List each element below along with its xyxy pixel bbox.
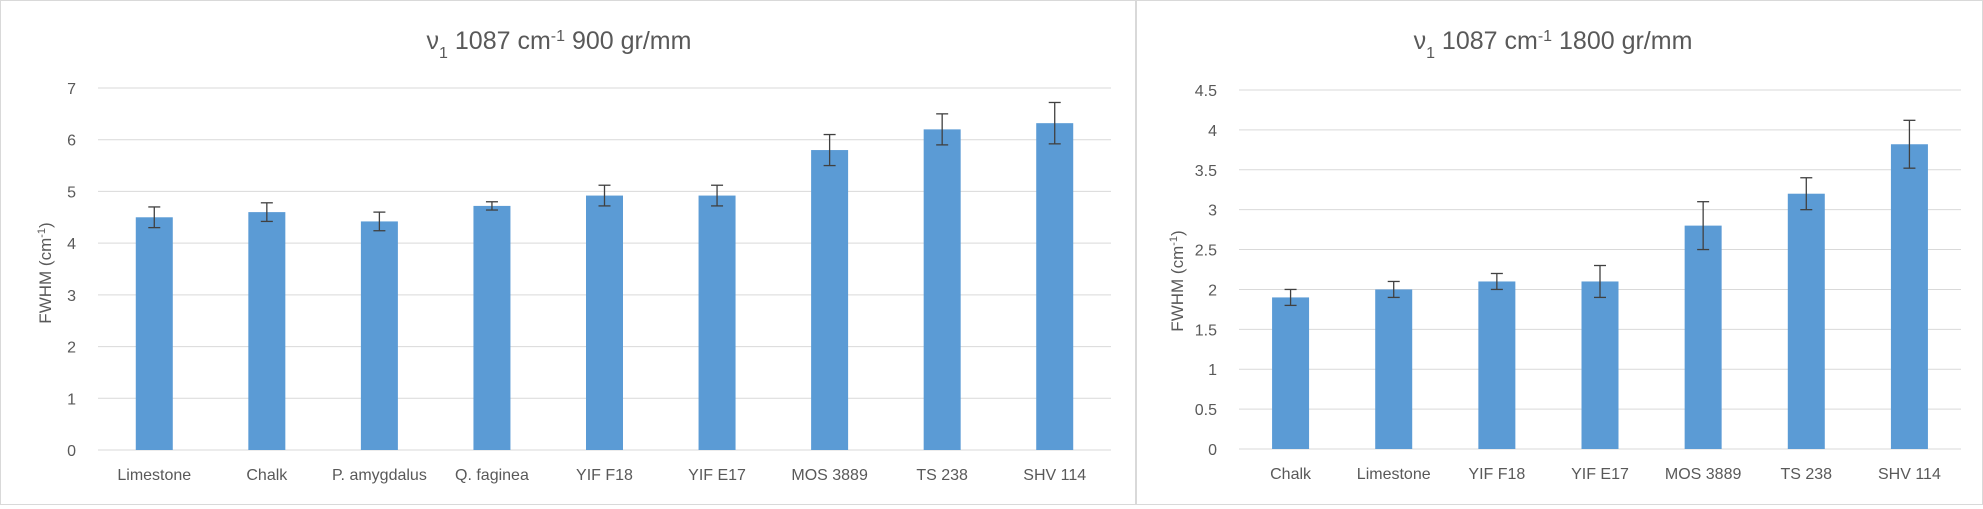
chart-title: ν1 1087 cm-1 1800 gr/mm	[1414, 27, 1693, 62]
chart-panel-1800: ν1 1087 cm-1 1800 gr/mm FWHM (cm-1) 0 0.5…	[1136, 0, 1983, 505]
x-tick-label: Limestone	[1357, 466, 1431, 483]
x-tick-label: TS 238	[916, 467, 968, 484]
bar	[1272, 297, 1310, 449]
bar	[360, 221, 398, 450]
bar	[1890, 144, 1928, 449]
y-axis-label: FWHM (cm-1)	[36, 222, 55, 323]
y-tick-label: 4	[67, 236, 76, 253]
bar	[1036, 123, 1074, 450]
bar	[1478, 281, 1516, 449]
bar	[1684, 225, 1722, 449]
bar	[1787, 193, 1825, 449]
y-tick-label: 1	[67, 391, 76, 408]
y-tick-label: 0.5	[1195, 402, 1217, 419]
y-tick-label: 0	[67, 443, 76, 460]
y-tick-label: 0	[1208, 442, 1217, 459]
x-tick-label: YIF F18	[1468, 466, 1525, 483]
x-tick-label: MOS 3889	[791, 467, 868, 484]
bar	[586, 195, 623, 450]
bar	[1375, 289, 1413, 449]
x-tick-label: Limestone	[117, 467, 191, 484]
x-tick-label: P. amygdalus	[332, 467, 427, 484]
x-tick-label: YIF E17	[1571, 466, 1629, 483]
bar	[698, 195, 736, 450]
x-tick-label: MOS 3889	[1665, 466, 1742, 483]
y-axis-label: FWHM (cm-1)	[1168, 230, 1187, 331]
y-tick-label: 2	[67, 340, 76, 357]
x-tick-label: SHV 114	[1878, 466, 1941, 483]
chart-title: ν1 1087 cm-1 900 gr/mm	[427, 27, 692, 62]
chart-1800-svg: ν1 1087 cm-1 1800 gr/mm FWHM (cm-1) 0 0.5…	[1168, 27, 1961, 483]
y-tick-label: 3	[1208, 203, 1217, 220]
x-tick-label: Chalk	[1270, 466, 1312, 483]
y-tick-label: 1	[1208, 362, 1217, 379]
y-tick-label: 4.5	[1195, 83, 1217, 100]
x-tick-label: YIF E17	[688, 467, 746, 484]
x-tick-label: YIF F18	[576, 467, 633, 484]
chart-panel-900: ν1 1087 cm-1 900 gr/mm FWHM (cm-1) 0 1 2 3 4…	[0, 0, 1136, 505]
bar	[923, 129, 961, 450]
y-tick-label: 3	[67, 288, 76, 305]
y-tick-label: 1.5	[1195, 322, 1217, 339]
y-tick-label: 6	[67, 133, 76, 150]
bar	[473, 205, 511, 450]
x-tick-label: SHV 114	[1023, 467, 1086, 484]
y-tick-label: 4	[1208, 123, 1217, 140]
y-tick-label: 5	[67, 184, 76, 201]
y-tick-label: 7	[67, 81, 76, 98]
y-tick-label: 3.5	[1195, 163, 1217, 180]
bar	[135, 217, 173, 450]
x-tick-label: Q. faginea	[455, 467, 529, 484]
y-tick-label: 2	[1208, 282, 1217, 299]
chart-900-svg: ν1 1087 cm-1 900 gr/mm FWHM (cm-1) 0 1 2 3 4…	[36, 27, 1111, 484]
x-tick-label: Chalk	[246, 467, 288, 484]
bar	[1581, 281, 1619, 449]
bar	[811, 150, 849, 451]
x-tick-label: TS 238	[1780, 466, 1832, 483]
y-tick-label: 2.5	[1195, 243, 1217, 260]
bar	[248, 212, 286, 450]
